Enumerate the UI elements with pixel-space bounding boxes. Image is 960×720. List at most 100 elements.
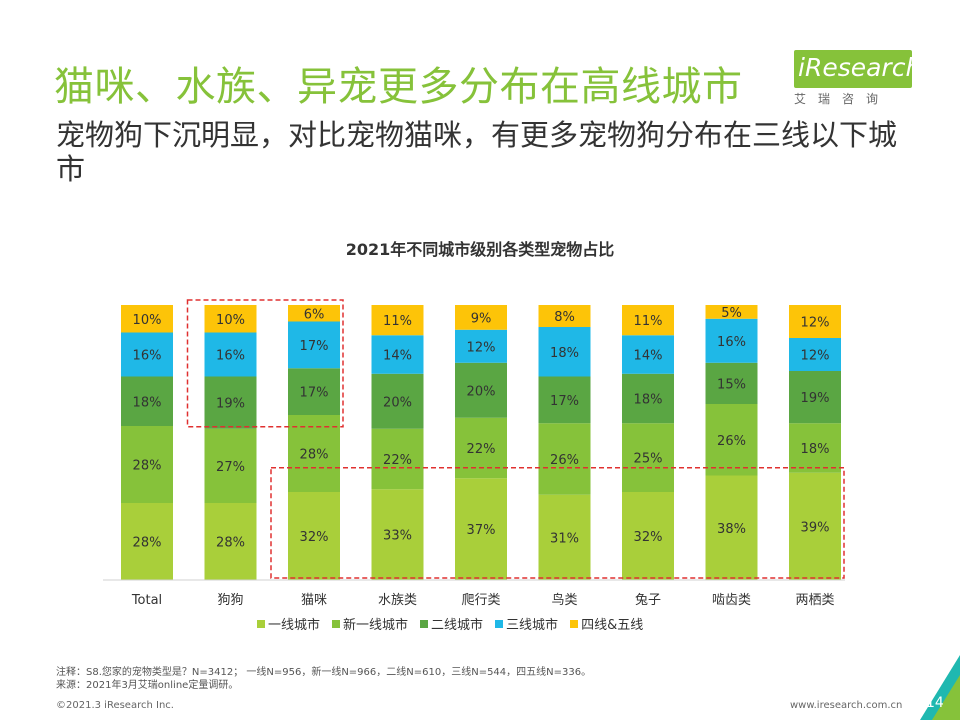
logo-badge: iResearch [794, 50, 921, 88]
data-label: 12% [467, 340, 496, 355]
data-label: 32% [634, 530, 663, 545]
bar-segment [622, 335, 674, 374]
legend-item: 一线城市 [257, 614, 320, 633]
data-label: 22% [467, 442, 496, 457]
bar-segment [705, 305, 758, 319]
data-label: 12% [801, 349, 830, 364]
data-label: 16% [133, 349, 162, 364]
note-line: 注释：S8.您家的宠物类型是？N=3412； 一线N=956，新一线N=966，… [56, 667, 592, 678]
x-tick-label: 两栖类 [795, 593, 834, 608]
bar-segment [288, 321, 340, 369]
data-label: 32% [300, 530, 329, 545]
data-label: 15% [717, 377, 746, 392]
data-label: 12% [801, 316, 830, 331]
bar-segment [371, 335, 424, 374]
data-label: 38% [717, 522, 746, 537]
bar-segment [622, 423, 674, 492]
website-link[interactable]: www.iresearch.com.cn [790, 700, 903, 711]
source-line: 来源：2021年3月艾瑞online定量调研。 [56, 680, 239, 691]
data-label: 18% [550, 346, 579, 361]
data-label: 17% [300, 339, 329, 354]
page-title: 猫咪、水族、异宠更多分布在高线城市 [54, 64, 743, 110]
data-label: 6% [304, 307, 325, 322]
bar-segment [121, 305, 173, 333]
data-label: 11% [383, 314, 412, 329]
data-label: 14% [634, 349, 663, 364]
legend-swatch [257, 619, 265, 628]
x-tick-label: 水族类 [378, 592, 417, 608]
legend-item: 新一线城市 [332, 614, 408, 633]
data-label: 33% [383, 529, 412, 544]
x-tick-label: 猫咪 [301, 593, 327, 608]
bar-segment [288, 305, 340, 322]
data-label: 27% [216, 460, 245, 475]
logo-text: iResearch [798, 53, 922, 82]
data-label: 28% [300, 448, 329, 463]
x-tick-label: 狗狗 [217, 593, 243, 608]
logo-subtext: 艾瑞咨询 [794, 92, 891, 106]
bar-segment [538, 494, 591, 580]
data-label: 8% [554, 310, 575, 325]
data-label: 31% [550, 531, 579, 546]
legend-swatch [570, 619, 579, 628]
x-tick-label: 啮齿类 [712, 593, 751, 608]
data-label: 37% [467, 523, 496, 538]
data-label: 28% [133, 536, 162, 551]
bar-segment [371, 373, 424, 429]
chart-legend: 一线城市 新一线城市 二线城市 三线城市 四线&五线 [257, 614, 655, 633]
bar-segment [705, 362, 758, 404]
bar-segment [705, 318, 758, 363]
bar-segment [705, 404, 758, 476]
bar-segment [121, 426, 173, 503]
bar-segment [204, 305, 257, 333]
x-tick-label: Total [131, 593, 162, 608]
x-tick-label: 兔子 [635, 593, 661, 608]
bar-segment [622, 305, 674, 336]
data-label: 28% [216, 536, 245, 551]
data-label: 11% [634, 314, 663, 329]
bar-segment [204, 376, 257, 429]
page-subtitle: 宠物狗下沉明显，对比宠物猫咪，有更多宠物狗分布在三线以下城市 [56, 118, 898, 186]
x-tick-label: 鸟类 [551, 592, 577, 608]
copyright: ©2021.3 iResearch Inc. [56, 700, 174, 711]
data-label: 25% [634, 452, 663, 467]
highlight-box [270, 467, 845, 579]
bar-segment [371, 489, 424, 580]
legend-swatch [332, 619, 341, 628]
legend-swatch [420, 619, 429, 628]
data-label: 10% [133, 313, 162, 328]
bar-segment [789, 338, 841, 371]
data-label: 16% [216, 349, 245, 364]
bar-segment [288, 415, 340, 492]
data-label: 18% [133, 395, 162, 410]
bar-segment [789, 472, 841, 580]
bar-segment [455, 362, 507, 418]
bar-segment [455, 329, 507, 363]
bar-segment [622, 373, 674, 424]
legend-item: 三线城市 [495, 614, 558, 633]
bar-segment [121, 332, 173, 377]
legend-label: 新一线城市 [343, 618, 409, 633]
bar-segment [538, 305, 591, 327]
data-label: 22% [383, 453, 412, 468]
bar-segment [204, 428, 257, 503]
bar-segment [371, 428, 424, 490]
bar-segment [288, 492, 340, 580]
data-label: 28% [133, 459, 162, 474]
bar-segment [288, 368, 340, 415]
bar-segment [789, 305, 841, 338]
bar-segment [455, 305, 507, 330]
data-label: 16% [717, 335, 746, 350]
legend-label: 一线城市 [268, 618, 321, 633]
legend-item: 二线城市 [420, 614, 483, 633]
bar-segment [705, 475, 758, 580]
data-label: 17% [300, 386, 329, 401]
data-label: 26% [717, 434, 746, 449]
chart-title: 2021年不同城市级别各类型宠物占比 [345, 240, 615, 259]
data-label: 19% [801, 391, 830, 406]
bar-segment [538, 376, 591, 424]
bar-segment [622, 492, 674, 580]
legend-swatch [495, 619, 504, 628]
iresearch-logo: iResearch 艾瑞咨询 [794, 50, 921, 110]
